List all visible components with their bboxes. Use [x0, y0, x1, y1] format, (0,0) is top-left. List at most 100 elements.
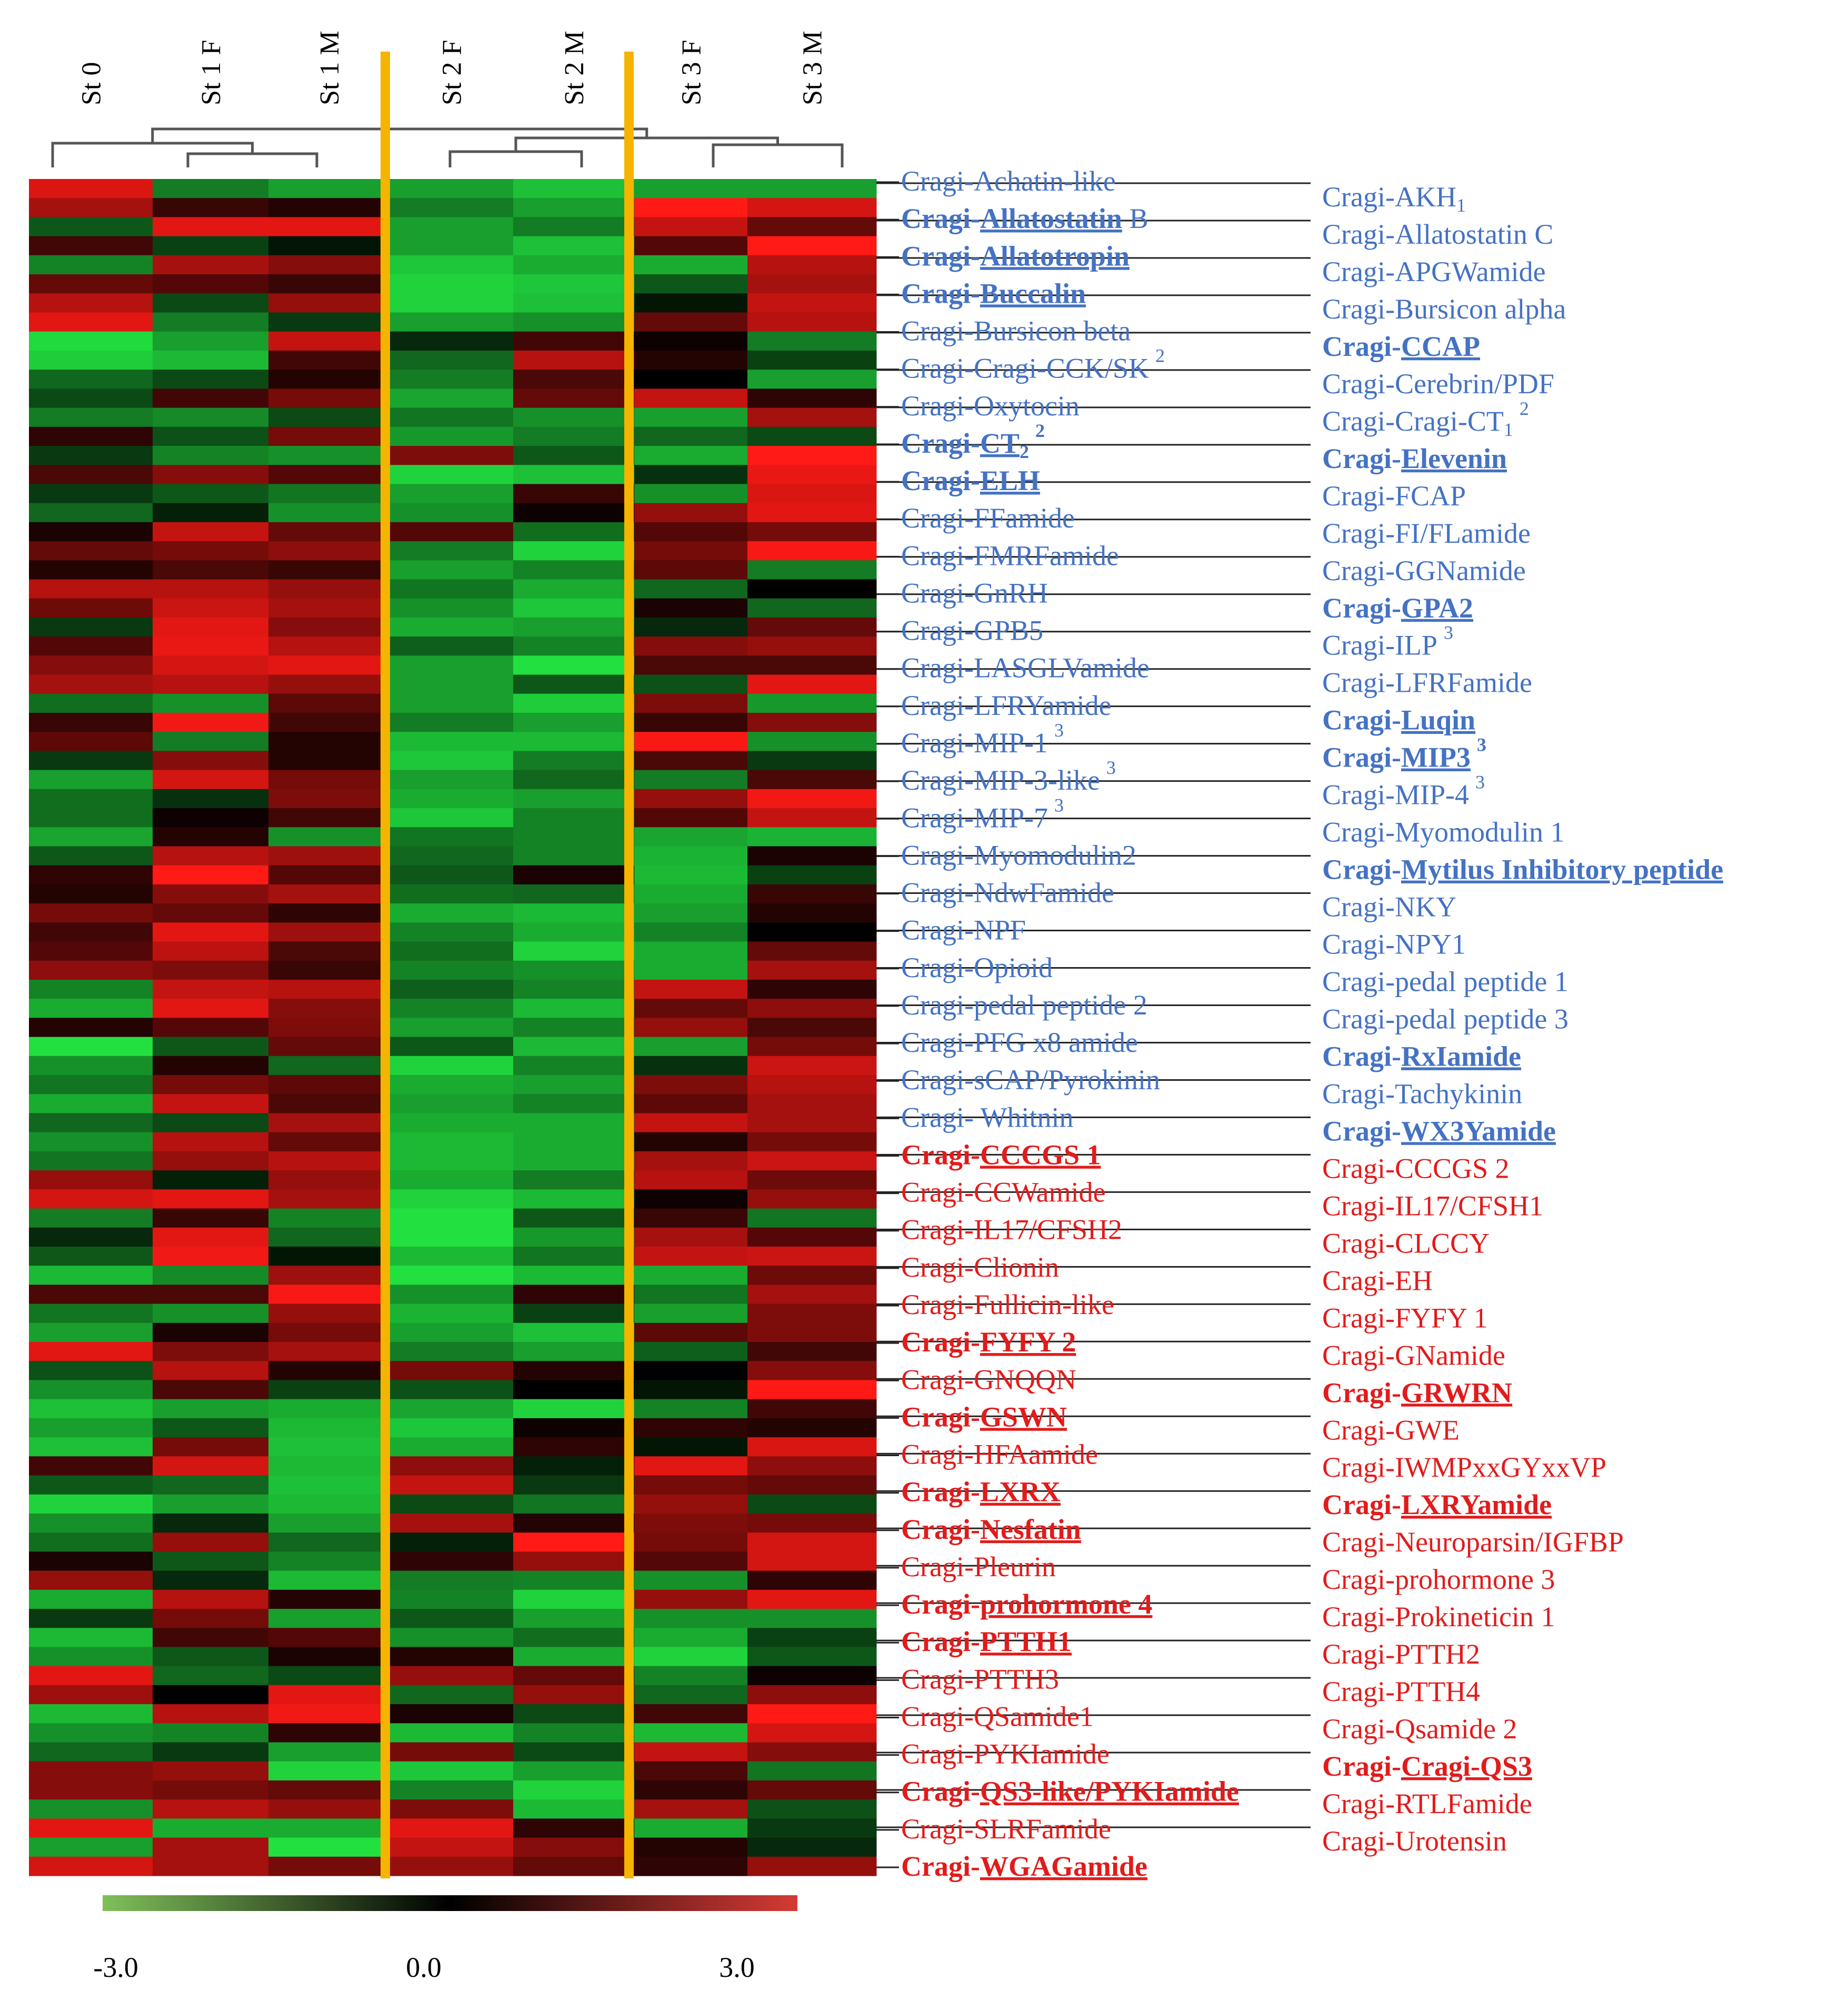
heatmap-cell	[747, 1018, 877, 1038]
heatmap-cell	[634, 1723, 748, 1743]
heatmap-cell	[634, 1685, 748, 1705]
peptide-label: Cragi-pedal peptide 1	[1322, 966, 1569, 998]
heatmap-cell	[634, 1361, 748, 1381]
heatmap-cell	[634, 1094, 748, 1114]
heatmap-cell	[747, 712, 877, 732]
heatmap-cell	[513, 1666, 635, 1686]
heatmap-cell	[747, 331, 877, 351]
heatmap-cell	[389, 522, 514, 542]
heatmap-cell	[634, 198, 748, 218]
heatmap-cell	[634, 1799, 748, 1819]
heatmap-cell	[634, 1322, 748, 1342]
heatmap-cell	[153, 1170, 269, 1190]
label-leader-lines	[876, 181, 1311, 1868]
heatmap-cell	[29, 560, 153, 580]
heatmap-cell	[29, 1856, 153, 1876]
peptide-label: Cragi-prohormone 4	[901, 1588, 1152, 1620]
peptide-label: Cragi-NKY	[1322, 891, 1456, 923]
heatmap-cell	[153, 1303, 269, 1324]
heatmap-cell	[29, 217, 153, 237]
heatmap-cell	[634, 999, 748, 1018]
heatmap-cell	[634, 732, 748, 751]
heatmap-cell	[389, 1437, 514, 1457]
heatmap-cell	[747, 884, 877, 904]
heatmap-cell	[747, 979, 877, 999]
heatmap-cell	[634, 1285, 748, 1305]
heatmap-cell	[513, 1151, 635, 1171]
heatmap-cell	[29, 1666, 153, 1686]
heatmap-cell	[29, 1246, 153, 1266]
heatmap-cell	[634, 293, 748, 313]
heatmap-cell	[513, 179, 635, 198]
peptide-label: Cragi-Bursicon beta	[901, 315, 1131, 347]
heatmap-cell	[634, 1628, 748, 1648]
color-scale-bar: -3.0 0.0 3.0	[93, 1895, 797, 1983]
heatmap-cell	[513, 770, 635, 790]
heatmap-cell	[747, 655, 877, 675]
heatmap-cell	[747, 1227, 877, 1247]
heatmap-cell	[268, 1075, 390, 1094]
heatmap-cell	[268, 198, 390, 218]
heatmap-cell	[747, 999, 877, 1018]
heatmap-cell	[389, 426, 514, 446]
heatmap-cell	[153, 1342, 269, 1361]
heatmap-cell	[29, 1189, 153, 1209]
heatmap-cell	[268, 903, 390, 923]
heatmap-cell	[747, 1647, 877, 1667]
heatmap-cell	[268, 712, 390, 732]
heatmap-cell	[513, 407, 635, 427]
heatmap-cell	[29, 636, 153, 656]
heatmap-cells	[29, 179, 877, 1876]
column-header: St 1 F	[196, 40, 226, 105]
heatmap-cell	[268, 179, 390, 198]
dendrogram-link	[151, 127, 648, 143]
heatmap-cell	[389, 179, 514, 198]
heatmap-cell	[389, 1551, 514, 1571]
heatmap-cell	[29, 1227, 153, 1247]
heatmap-cell	[634, 1056, 748, 1076]
heatmap-cell	[268, 674, 390, 694]
heatmap-cell	[513, 979, 635, 999]
heatmap-cell	[268, 1056, 390, 1076]
heatmap-cell	[513, 903, 635, 923]
heatmap-cell	[29, 693, 153, 713]
heatmap-cell	[389, 1475, 514, 1495]
heatmap-cell	[389, 1418, 514, 1438]
heatmap-cell	[268, 1094, 390, 1114]
heatmap-cell	[389, 1704, 514, 1724]
heatmap-cell	[634, 579, 748, 599]
heatmap-cell	[634, 1494, 748, 1514]
heatmap-cell	[153, 808, 269, 828]
colorbar-gradient	[103, 1895, 797, 1911]
heatmap-cell	[513, 1132, 635, 1152]
heatmap-cell	[153, 198, 269, 218]
heatmap-cell	[29, 1780, 153, 1800]
heatmap-cell	[634, 484, 748, 504]
heatmap-cell	[389, 1742, 514, 1762]
heatmap-cell	[389, 1761, 514, 1781]
heatmap-cell	[389, 1666, 514, 1686]
heatmap-cell	[153, 1132, 269, 1152]
heatmap-cell	[268, 1742, 390, 1762]
heatmap-cell	[29, 389, 153, 409]
heatmap-cell	[268, 426, 390, 446]
heatmap-cell	[634, 827, 748, 847]
heatmap-cell	[389, 903, 514, 923]
heatmap-cell	[268, 1399, 390, 1419]
heatmap-cell	[634, 407, 748, 427]
heatmap-cell	[634, 1189, 748, 1209]
heatmap-cell	[389, 1151, 514, 1171]
heatmap-cell	[153, 636, 269, 656]
peptide-label: Cragi-pedal peptide 3	[1322, 1003, 1569, 1035]
heatmap-cell	[634, 1399, 748, 1419]
heatmap-cell	[268, 770, 390, 790]
heatmap-cell	[747, 922, 877, 942]
heatmap-cell	[513, 1494, 635, 1514]
heatmap-cell	[153, 179, 269, 198]
heatmap-cell	[747, 1285, 877, 1305]
heatmap-cell	[747, 1037, 877, 1057]
heatmap-cell	[153, 1456, 269, 1476]
heatmap-cell	[153, 712, 269, 732]
heatmap-cell	[29, 941, 153, 961]
heatmap-cell	[268, 1513, 390, 1533]
